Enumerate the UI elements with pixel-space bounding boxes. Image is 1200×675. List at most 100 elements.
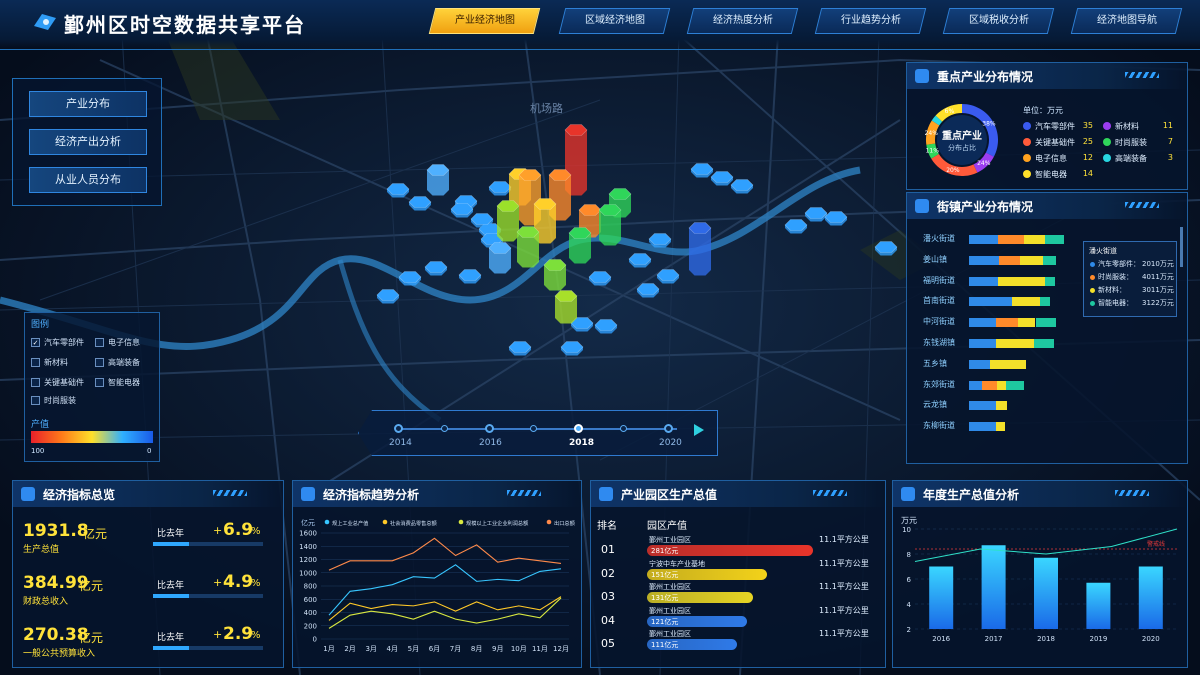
hex-column[interactable] xyxy=(497,206,519,242)
series-line[interactable] xyxy=(328,597,562,629)
donut-slice[interactable] xyxy=(931,115,943,126)
trend-line[interactable] xyxy=(914,528,1178,562)
street-bar-segment[interactable] xyxy=(1020,255,1044,265)
street-bar-segment[interactable] xyxy=(969,359,990,369)
checkbox-icon[interactable] xyxy=(31,358,40,367)
hex-column[interactable] xyxy=(489,248,511,274)
tab-tax-analysis[interactable]: 区域税收分析 xyxy=(942,8,1055,34)
street-bar-segment[interactable] xyxy=(1018,318,1036,328)
hex-column[interactable] xyxy=(544,265,566,291)
street-bar-segment[interactable] xyxy=(997,235,1025,244)
checkbox-checked-icon[interactable]: ✓ xyxy=(31,338,40,347)
bar[interactable] xyxy=(1034,557,1058,629)
timeline-node[interactable] xyxy=(441,425,448,432)
timeline-node[interactable] xyxy=(394,424,403,433)
hex-column[interactable] xyxy=(599,210,621,246)
street-bar-segment[interactable] xyxy=(1033,339,1055,348)
timeline-year[interactable]: 2016 xyxy=(479,438,502,448)
donut-slice[interactable] xyxy=(935,104,962,122)
timeline-node[interactable] xyxy=(664,424,673,433)
trend-line-chart[interactable]: 亿元 规上工业总产值 社会消费品零售总额 规模以上工业企业利润总额 出口总额 0 200 40… xyxy=(293,509,583,667)
tab-heat-analysis[interactable]: 经济热度分析 xyxy=(686,8,799,34)
street-bar-segment[interactable] xyxy=(995,422,1006,432)
donut-slice[interactable] xyxy=(926,143,939,159)
street-bar-segment[interactable] xyxy=(1045,235,1064,244)
legend-item-new-materials[interactable]: 新材料 xyxy=(31,357,68,368)
hex-column[interactable] xyxy=(689,228,711,276)
street-bar-segment[interactable] xyxy=(969,235,998,244)
donut-slice[interactable] xyxy=(931,153,978,176)
timeline-node[interactable] xyxy=(530,425,537,432)
tab-industry-map[interactable]: 产业经济地图 xyxy=(428,8,541,34)
street-bar-segment[interactable] xyxy=(996,380,1007,390)
legend-item-fashion[interactable]: 时尚服装 xyxy=(31,395,76,406)
street-bar-segment[interactable] xyxy=(969,318,996,328)
street-bar-segment[interactable] xyxy=(1011,297,1041,307)
industry-hex-columns[interactable] xyxy=(376,124,898,356)
street-bar-segment[interactable] xyxy=(1045,276,1055,286)
street-bar-segment[interactable] xyxy=(969,255,1000,265)
street-bar-segment[interactable] xyxy=(995,339,1034,348)
checkbox-icon[interactable] xyxy=(31,378,40,387)
timeline-node[interactable] xyxy=(485,424,494,433)
bar[interactable] xyxy=(929,566,954,630)
timeline-year[interactable]: 2020 xyxy=(659,438,682,448)
hex-column[interactable] xyxy=(534,204,556,244)
street-bar-segment[interactable] xyxy=(995,401,1007,411)
checkbox-icon[interactable] xyxy=(95,358,104,367)
street-bar-segment[interactable] xyxy=(1024,235,1045,244)
park-value-bar[interactable] xyxy=(647,615,747,627)
bar[interactable] xyxy=(981,545,1006,629)
bar[interactable] xyxy=(1086,582,1111,629)
tab-regional-map[interactable]: 区域经济地图 xyxy=(558,8,671,34)
timeline-year[interactable]: 2014 xyxy=(389,438,412,448)
street-bar-segment[interactable] xyxy=(995,318,1019,328)
tab-map-navigation[interactable]: 经济地图导航 xyxy=(1070,8,1183,34)
legend-item-key-parts[interactable]: 关键基础件 xyxy=(31,377,84,388)
legend-item-high-end-equipment[interactable]: 高端装备 xyxy=(95,357,140,368)
legend-item-auto-parts[interactable]: ✓ 汽车零部件 xyxy=(31,338,84,347)
industry-donut-chart[interactable]: 38% 24% 20% 11% 24% 6% xyxy=(917,95,1007,185)
legend-item-electronics[interactable]: 电子信息 xyxy=(95,337,140,348)
park-value-bar[interactable] xyxy=(647,639,737,650)
street-bar-segment[interactable] xyxy=(969,276,998,286)
hex-column[interactable] xyxy=(569,233,591,264)
series-line[interactable] xyxy=(328,596,562,621)
park-value-bar[interactable] xyxy=(647,545,813,556)
nav-industry-distribution[interactable]: 产业分布 xyxy=(29,91,147,117)
checkbox-icon[interactable] xyxy=(95,338,104,347)
nav-economic-output[interactable]: 经济产出分析 xyxy=(29,129,147,155)
scrollbar[interactable] xyxy=(1180,227,1183,267)
checkbox-icon[interactable] xyxy=(31,396,40,405)
nav-employee-distribution[interactable]: 从业人员分布 xyxy=(29,167,147,193)
street-bar-segment[interactable] xyxy=(999,255,1021,265)
street-bar-segment[interactable] xyxy=(969,422,996,432)
street-bar-segment[interactable] xyxy=(969,401,996,411)
timeline-node[interactable] xyxy=(620,425,627,432)
street-bar-segment[interactable] xyxy=(1035,318,1057,328)
legend-item-smart-appliances[interactable]: 智能电器 xyxy=(95,377,140,388)
bar[interactable] xyxy=(1138,566,1163,630)
park-value-bar[interactable] xyxy=(647,568,767,580)
street-bar-segment[interactable] xyxy=(989,359,1026,369)
donut-slice[interactable] xyxy=(926,120,940,145)
street-bar-segment[interactable] xyxy=(1043,255,1057,265)
street-bar-segment[interactable] xyxy=(969,297,1012,307)
donut-slice[interactable] xyxy=(962,104,998,157)
checkbox-icon[interactable] xyxy=(95,378,104,387)
year-timeline[interactable]: 2014 2016 2018 2020 xyxy=(358,410,718,456)
annual-bar-chart[interactable]: 万元 2 4 6 8 10 警戒线 2016 2017 2018 2019 2020 xyxy=(893,509,1189,667)
hex-column[interactable] xyxy=(555,296,577,324)
series-line[interactable] xyxy=(328,564,562,616)
street-bar-segment[interactable] xyxy=(997,276,1045,286)
street-bar-segment[interactable] xyxy=(969,339,996,348)
hex-column[interactable] xyxy=(427,170,449,196)
street-bar-segment[interactable] xyxy=(969,380,983,390)
timeline-node-active[interactable] xyxy=(574,424,583,433)
tab-industry-trend[interactable]: 行业趋势分析 xyxy=(814,8,927,34)
hex-column[interactable] xyxy=(517,232,539,268)
play-icon[interactable] xyxy=(693,423,705,437)
park-value-bar[interactable] xyxy=(647,592,754,603)
street-bar-segment[interactable] xyxy=(1040,297,1050,307)
street-bar-segment[interactable] xyxy=(1006,380,1025,390)
